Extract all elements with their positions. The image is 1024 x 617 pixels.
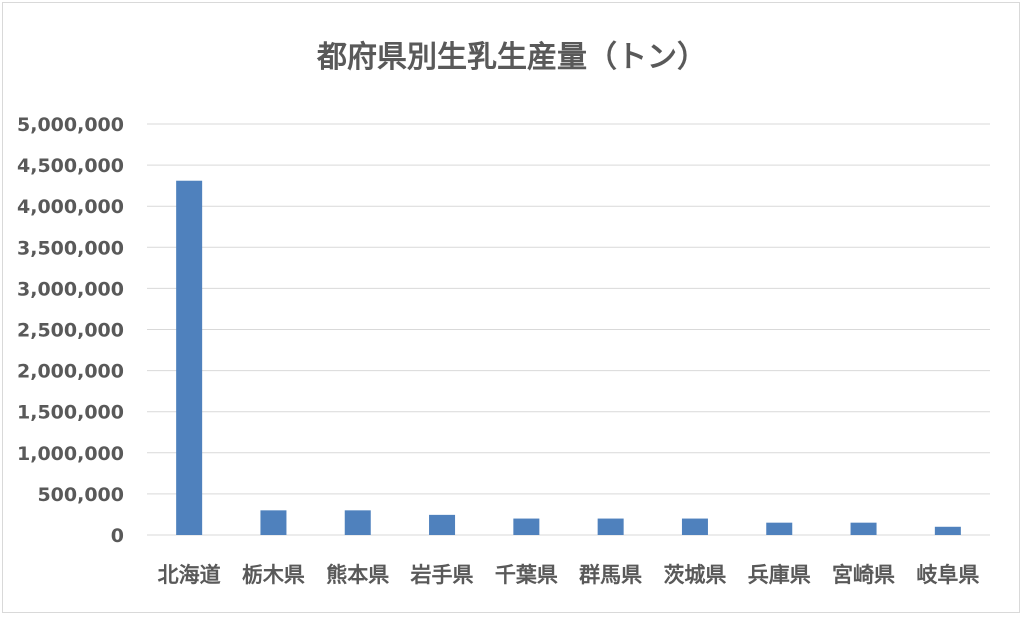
bar [681, 518, 708, 535]
bar [260, 510, 287, 535]
x-category-label: 千葉県 [495, 563, 558, 587]
x-category-label: 栃木県 [242, 563, 305, 587]
x-category-label: 北海道 [158, 563, 221, 587]
x-category-label: 兵庫県 [748, 563, 811, 587]
bar [934, 526, 961, 535]
y-tick-label: 0 [111, 525, 124, 547]
y-tick-label: 2,000,000 [17, 361, 124, 383]
y-tick-label: 1,500,000 [17, 402, 124, 424]
bar [176, 180, 203, 535]
bar [850, 522, 877, 535]
x-category-label: 茨城県 [663, 563, 726, 587]
y-tick-label: 2,500,000 [17, 320, 124, 342]
x-category-label: 岩手県 [410, 563, 474, 587]
x-category-label: 岐阜県 [916, 563, 979, 587]
gridlines [147, 123, 990, 536]
y-tick-label: 500,000 [37, 484, 124, 506]
x-category-label: 宮崎県 [832, 563, 895, 587]
y-axis-tick-labels: 0 500,000 1,000,000 1,500,000 2,000,000 2,500… [17, 114, 124, 547]
y-tick-label: 4,500,000 [17, 155, 124, 177]
chart-title: 都府県別生乳生産量（トン） [316, 40, 707, 75]
bar [429, 514, 456, 535]
bar [513, 518, 540, 535]
x-category-label: 群馬県 [579, 563, 642, 587]
y-tick-label: 5,000,000 [17, 114, 124, 136]
y-tick-label: 3,500,000 [17, 237, 124, 259]
bar [344, 510, 371, 535]
bar [597, 518, 624, 535]
y-tick-label: 3,000,000 [17, 278, 124, 300]
x-axis-category-labels: 北海道 栃木県 熊本県 岩手県 千葉県 群馬県 茨城県 兵庫県 宮崎県 岐阜県 [158, 563, 980, 587]
x-category-label: 熊本県 [326, 563, 389, 587]
y-tick-label: 1,000,000 [17, 443, 124, 465]
bar [766, 522, 793, 535]
y-tick-label: 4,000,000 [17, 196, 124, 218]
bars [176, 180, 961, 535]
